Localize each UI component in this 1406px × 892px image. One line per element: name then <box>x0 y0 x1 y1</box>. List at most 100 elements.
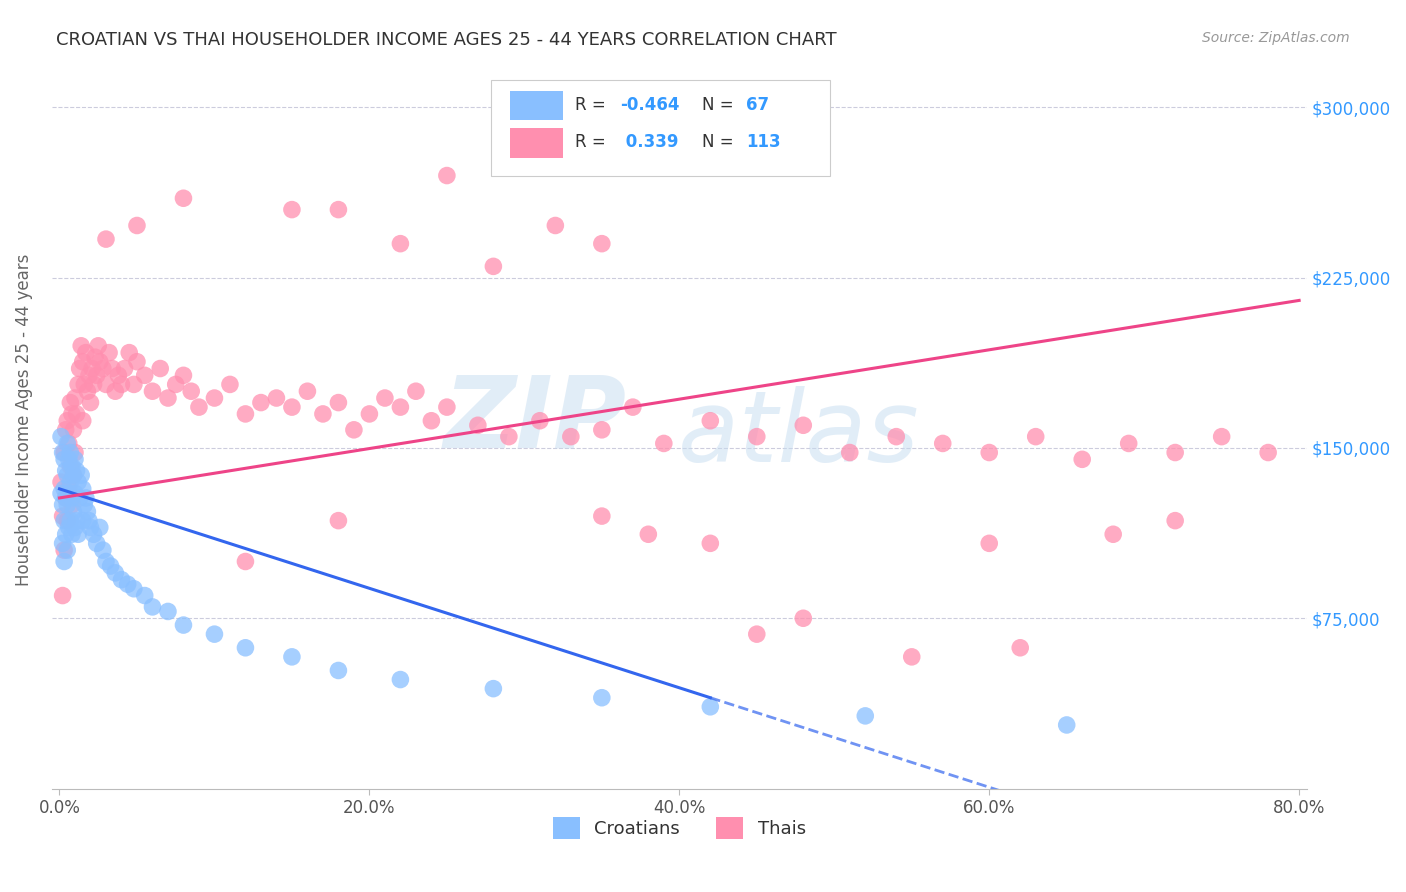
Point <box>1025 429 1047 443</box>
Point <box>141 599 163 614</box>
Point <box>72 514 94 528</box>
Point <box>73 498 96 512</box>
Point <box>91 543 114 558</box>
Point <box>69 361 91 376</box>
Point <box>188 400 211 414</box>
FancyBboxPatch shape <box>510 128 562 158</box>
Point <box>77 368 100 383</box>
FancyBboxPatch shape <box>491 80 830 176</box>
Point <box>55 464 77 478</box>
Point <box>591 690 613 705</box>
Point <box>125 355 148 369</box>
Point <box>58 452 80 467</box>
Point <box>67 475 90 489</box>
Point <box>482 260 505 274</box>
Point <box>104 566 127 580</box>
Point <box>374 391 396 405</box>
Point <box>125 219 148 233</box>
Point <box>204 391 226 405</box>
Point <box>63 445 86 459</box>
Point <box>117 577 139 591</box>
Point <box>53 514 76 528</box>
Point <box>59 395 82 409</box>
Point <box>343 423 366 437</box>
Point <box>1211 429 1233 443</box>
Point <box>1118 436 1140 450</box>
Point <box>838 445 860 459</box>
Point <box>591 423 613 437</box>
Point <box>59 475 82 489</box>
Point <box>122 582 145 596</box>
Point <box>79 520 101 534</box>
Text: R =: R = <box>575 133 612 151</box>
Text: R =: R = <box>575 95 612 113</box>
Point <box>652 436 675 450</box>
Point <box>84 350 107 364</box>
Point <box>884 429 907 443</box>
Point <box>699 414 721 428</box>
Point <box>86 536 108 550</box>
Point <box>219 377 242 392</box>
Point <box>1071 452 1094 467</box>
Point <box>853 709 876 723</box>
Point <box>149 361 172 376</box>
Point <box>932 436 955 450</box>
Point <box>89 355 111 369</box>
Point <box>75 491 97 505</box>
Point <box>59 445 82 459</box>
Point <box>56 414 79 428</box>
Point <box>83 527 105 541</box>
Point <box>297 384 319 399</box>
Point <box>60 407 83 421</box>
Point <box>70 339 93 353</box>
Point <box>1164 514 1187 528</box>
Point <box>63 520 86 534</box>
Point <box>156 391 179 405</box>
Point <box>67 527 90 541</box>
Text: 0.339: 0.339 <box>620 133 679 151</box>
Point <box>65 464 87 478</box>
Point <box>67 377 90 392</box>
Point <box>979 445 1001 459</box>
Point <box>436 169 458 183</box>
FancyBboxPatch shape <box>510 90 562 120</box>
Point <box>560 429 582 443</box>
Point <box>60 527 83 541</box>
Point <box>436 400 458 414</box>
Legend: Croatians, Thais: Croatians, Thais <box>546 809 813 846</box>
Point <box>172 618 194 632</box>
Point <box>56 468 79 483</box>
Point <box>172 191 194 205</box>
Point <box>86 368 108 383</box>
Point <box>60 491 83 505</box>
Point <box>482 681 505 696</box>
Point <box>55 527 77 541</box>
Y-axis label: Householder Income Ages 25 - 44 years: Householder Income Ages 25 - 44 years <box>15 253 32 586</box>
Point <box>498 429 520 443</box>
Point <box>89 520 111 534</box>
Point <box>107 368 129 383</box>
Point <box>98 345 121 359</box>
Point <box>389 400 412 414</box>
Point <box>62 504 84 518</box>
Point <box>63 486 86 500</box>
Point <box>80 361 103 376</box>
Point <box>328 664 350 678</box>
Point <box>172 368 194 383</box>
Point <box>110 573 132 587</box>
Point <box>110 377 132 392</box>
Point <box>56 543 79 558</box>
Point <box>637 527 659 541</box>
Point <box>56 498 79 512</box>
Point <box>134 589 156 603</box>
Text: 113: 113 <box>745 133 780 151</box>
Text: 67: 67 <box>745 95 769 113</box>
Point <box>56 436 79 450</box>
Point <box>52 509 75 524</box>
Point <box>328 202 350 217</box>
Point <box>63 452 86 467</box>
Point <box>792 418 814 433</box>
Point <box>77 514 100 528</box>
Point <box>55 491 77 505</box>
Point <box>134 368 156 383</box>
